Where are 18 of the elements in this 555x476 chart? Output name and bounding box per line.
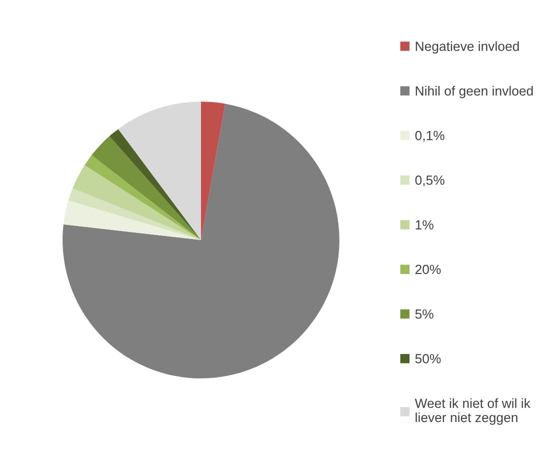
legend-label: Nihil of geen invloed <box>416 86 533 98</box>
legend-label: 5% <box>415 309 434 319</box>
pie-slice <box>109 129 201 240</box>
pie-slice <box>68 188 201 240</box>
legend-label: Negatieve invloed <box>416 41 519 54</box>
pie-slice <box>84 155 201 240</box>
legend-label: 0,5% <box>415 176 444 186</box>
pie-slice <box>118 102 201 240</box>
legend-label: 1% <box>416 220 434 230</box>
pie-slice <box>63 200 201 240</box>
pie-slice <box>62 104 340 378</box>
pie-slice <box>92 136 201 240</box>
pie-slice <box>72 165 201 240</box>
legend-label: Weet ik niet of wil ik liever niet zeggen <box>414 398 530 425</box>
pie-slice <box>201 102 226 240</box>
legend-label: 20% <box>415 264 441 274</box>
legend-label: 0,1% <box>415 130 444 142</box>
legend-label: 50% <box>415 354 441 364</box>
